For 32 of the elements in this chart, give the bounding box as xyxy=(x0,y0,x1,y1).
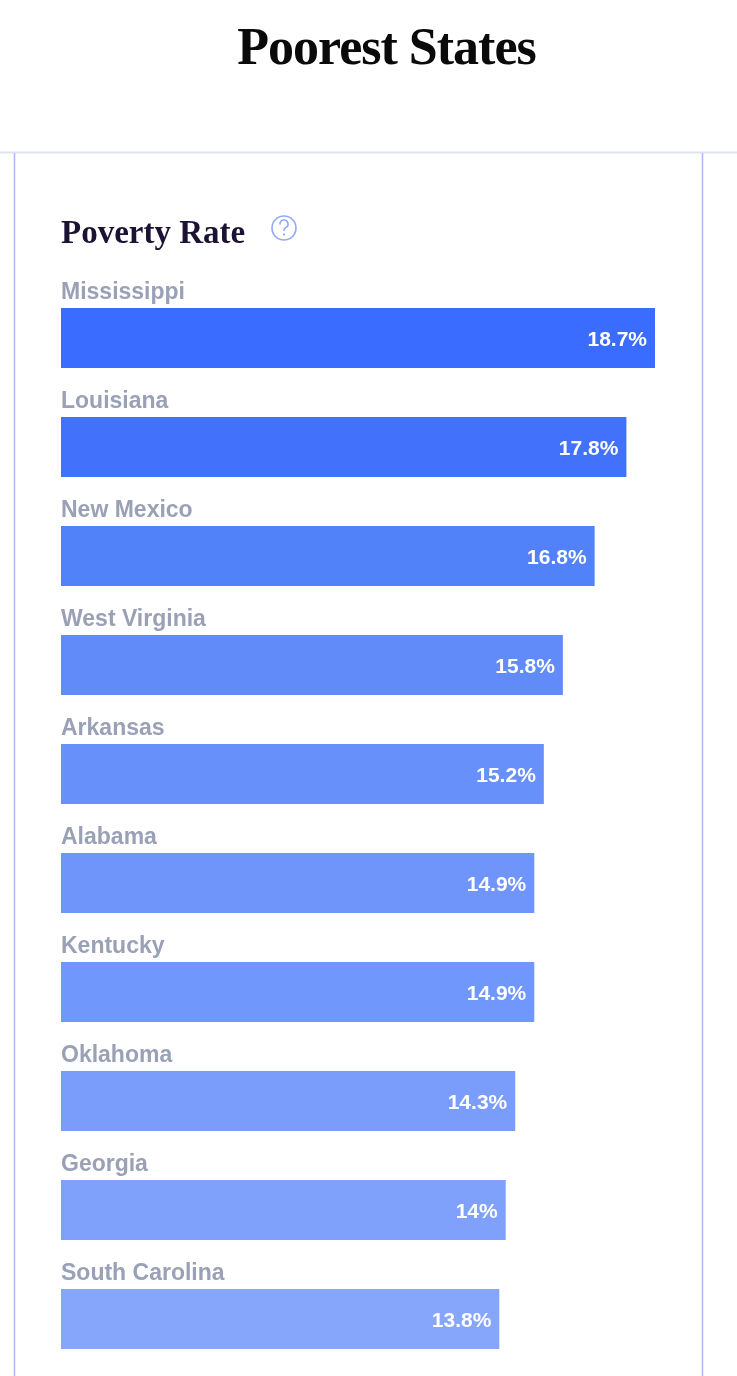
chart-subtitle: Poverty Rate xyxy=(61,214,246,250)
y-tick-label: Kentucky xyxy=(61,932,165,958)
y-tick-label: Alabama xyxy=(61,823,158,849)
data-label: 14.3% xyxy=(447,1090,508,1113)
y-tick-label: Oklahoma xyxy=(61,1041,173,1067)
data-label: 18.7% xyxy=(587,327,648,350)
bar xyxy=(61,1071,516,1131)
data-label: 14.9% xyxy=(466,872,527,895)
y-tick-label: Louisiana xyxy=(61,387,169,413)
y-tick-label: New Mexico xyxy=(61,496,193,522)
bar xyxy=(61,962,535,1022)
bar xyxy=(61,744,544,804)
data-label: 17.8% xyxy=(558,436,619,459)
y-tick-label: Arkansas xyxy=(61,714,165,740)
bar xyxy=(61,635,563,695)
y-tick-label: Mississippi xyxy=(61,278,185,304)
bar xyxy=(61,1180,506,1240)
bar xyxy=(61,417,627,477)
data-label: 15.8% xyxy=(495,654,556,677)
data-label: 14.9% xyxy=(466,981,527,1004)
data-label: 14% xyxy=(455,1199,499,1222)
bar xyxy=(61,1289,500,1349)
data-label: 13.8% xyxy=(431,1308,492,1331)
bar xyxy=(61,853,535,913)
data-label: 15.2% xyxy=(476,763,537,786)
data-label: 16.8% xyxy=(527,545,587,568)
y-tick-label: Georgia xyxy=(61,1150,149,1176)
y-tick-label: West Virginia xyxy=(61,605,207,631)
bar xyxy=(61,526,595,586)
bar xyxy=(61,308,655,368)
y-tick-label: South Carolina xyxy=(61,1259,225,1285)
chart-title: Poorest States xyxy=(237,18,536,75)
